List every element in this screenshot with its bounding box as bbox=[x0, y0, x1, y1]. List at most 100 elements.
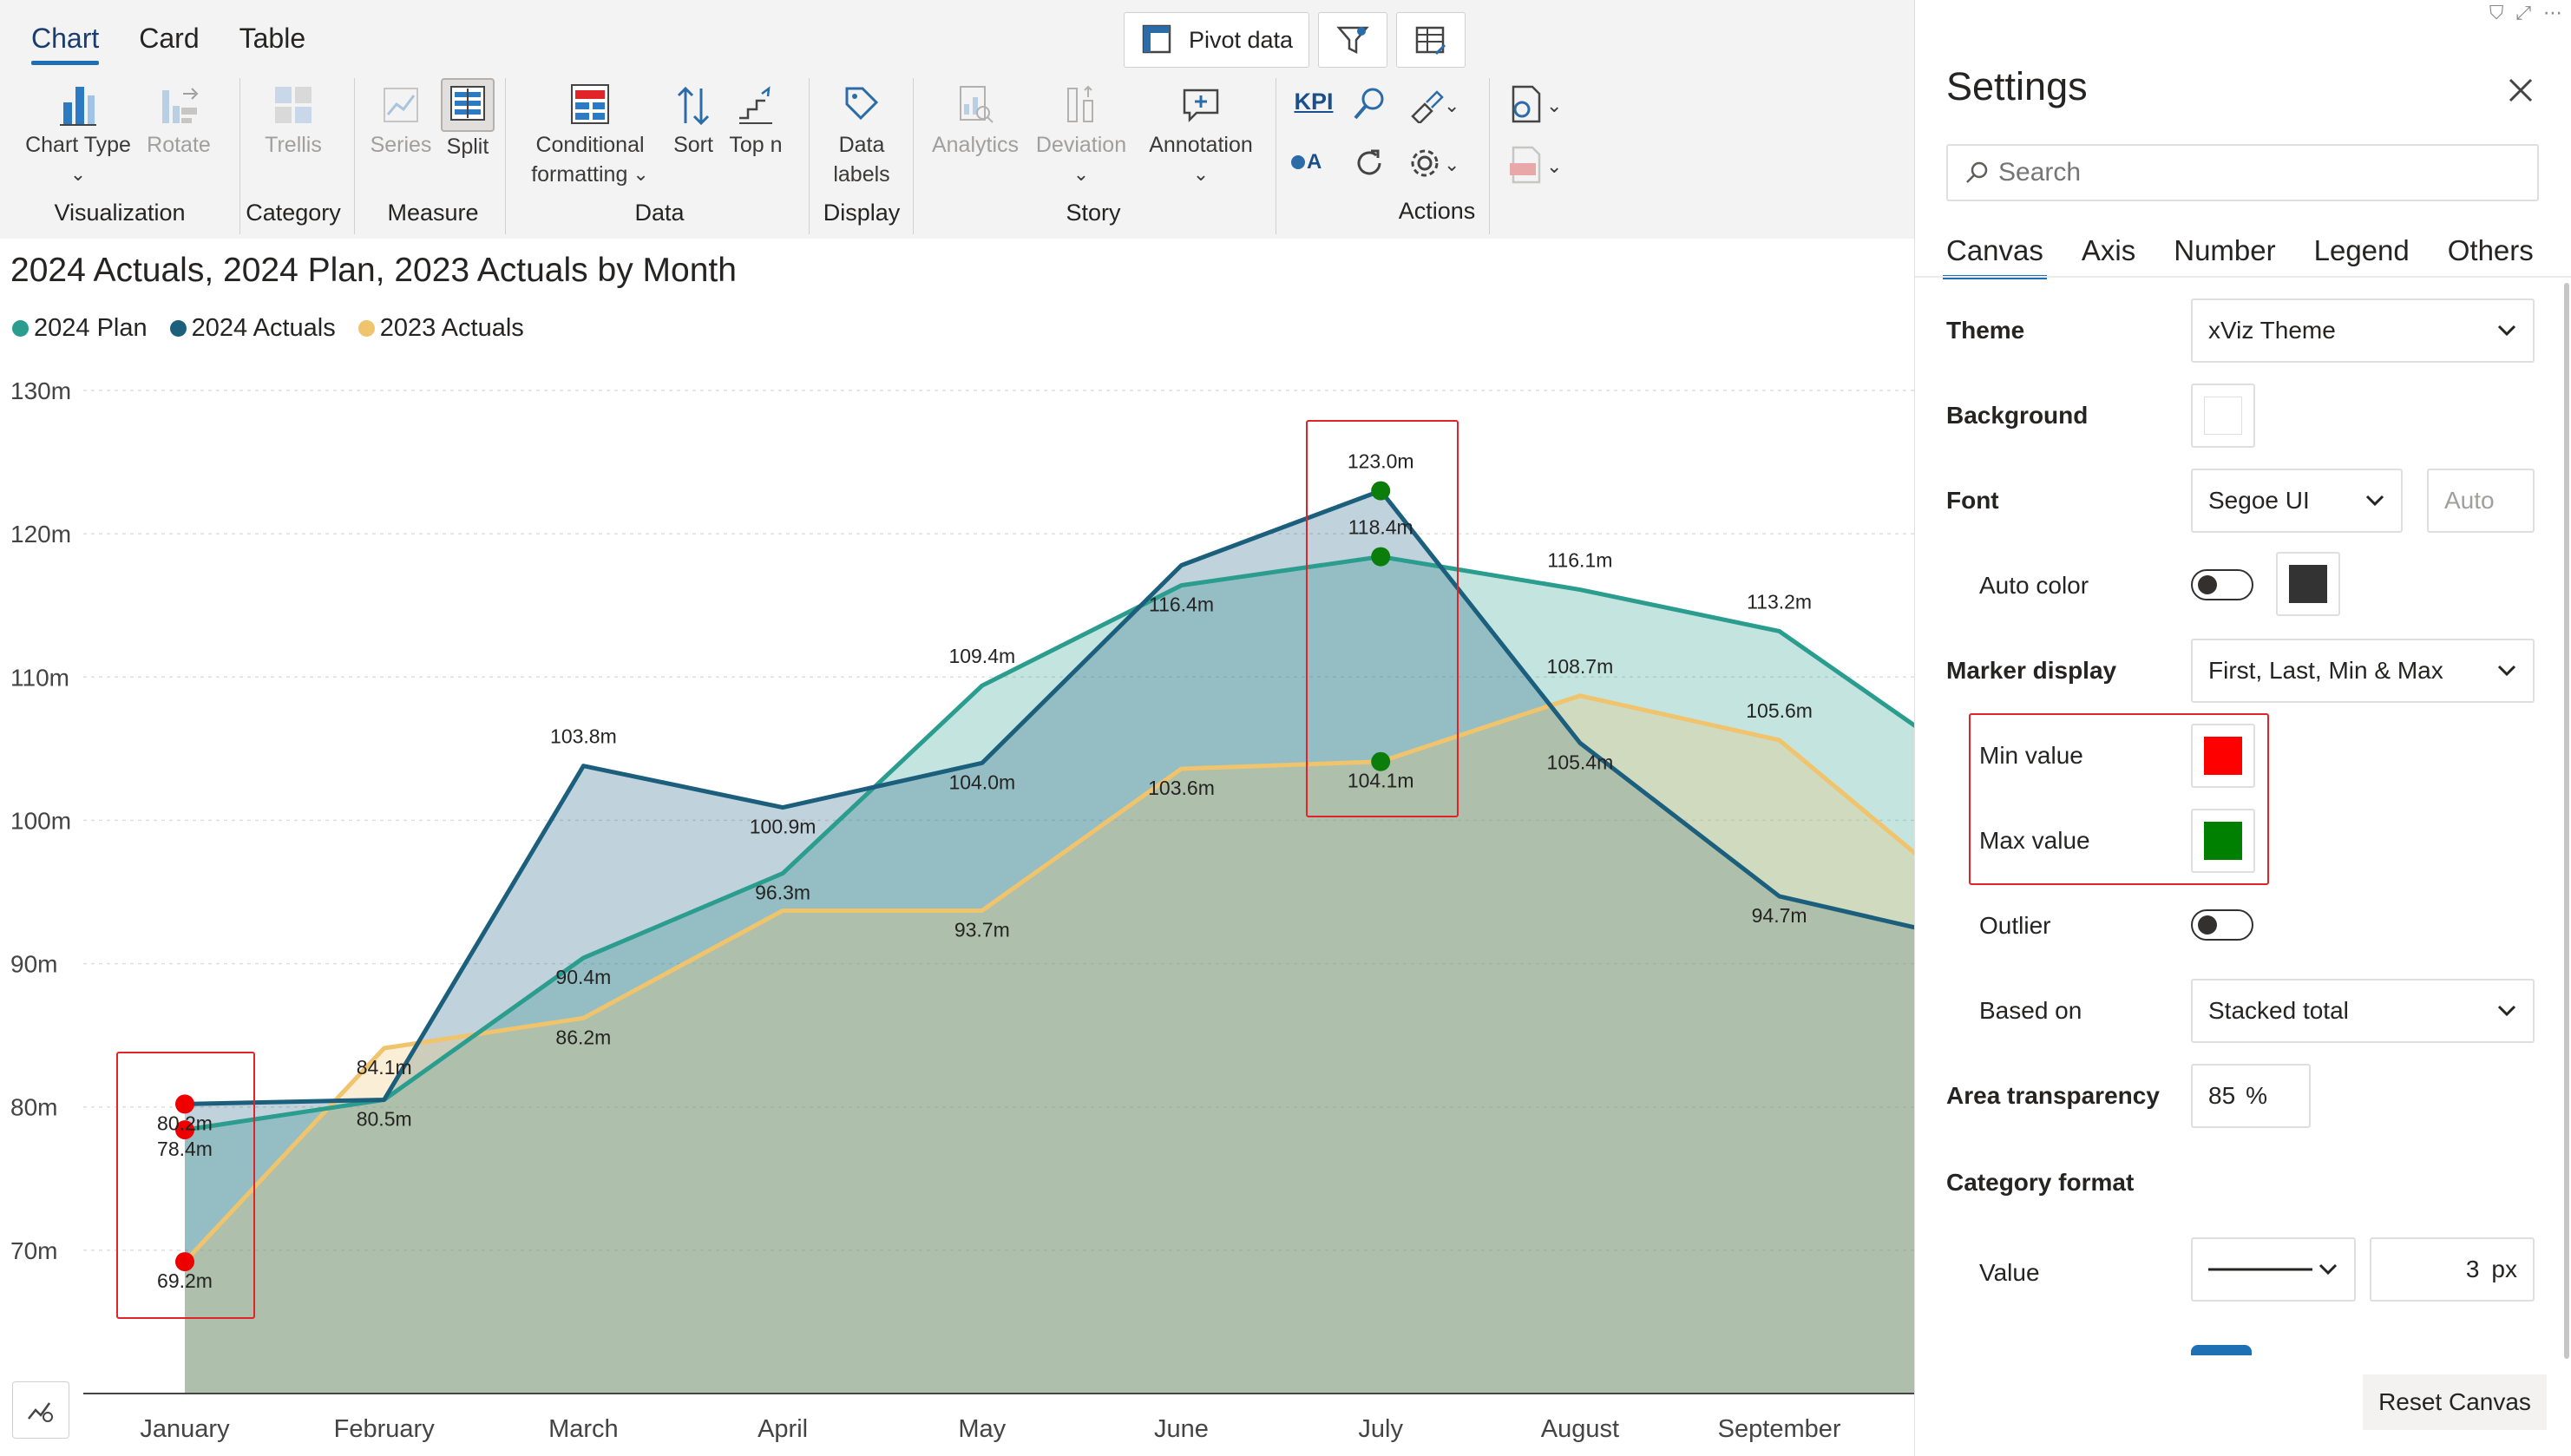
annotation-button[interactable]: Annotation ⌄ bbox=[1140, 83, 1262, 189]
chart-options-icon[interactable] bbox=[12, 1381, 69, 1439]
tab-legend[interactable]: Legend bbox=[2313, 234, 2410, 266]
divider bbox=[505, 78, 506, 234]
oa-label: A bbox=[1307, 150, 1322, 174]
pivot-data-label: Pivot data bbox=[1189, 26, 1294, 53]
analytics-button[interactable]: Analytics bbox=[928, 83, 1022, 160]
annotation-label: Annotation bbox=[1149, 133, 1253, 157]
group-label-visualization: Visualization bbox=[54, 200, 186, 226]
focus-mode-icon[interactable]: ⤢ bbox=[2515, 2, 2531, 23]
divider bbox=[1915, 276, 2571, 278]
filter-button[interactable] bbox=[1318, 12, 1388, 68]
reset-canvas-button[interactable]: Reset Canvas bbox=[2363, 1374, 2547, 1430]
split-button[interactable]: Split bbox=[439, 78, 496, 161]
tab-chart[interactable]: Chart bbox=[24, 19, 106, 65]
chevron-down-icon: ⌄ bbox=[1192, 163, 1210, 185]
deviation-button[interactable]: Deviation ⌄ bbox=[1033, 83, 1130, 189]
font-label: Font bbox=[1946, 487, 1999, 514]
chart-type-label: Chart Type bbox=[25, 133, 131, 157]
font-family-dropdown[interactable]: Segoe UI bbox=[2191, 469, 2403, 533]
data-label: 109.4m bbox=[948, 645, 1015, 667]
trellis-button[interactable]: Trellis bbox=[259, 83, 328, 160]
min-marker bbox=[175, 1094, 194, 1114]
auto-color-picker[interactable] bbox=[2276, 552, 2340, 616]
top-n-icon bbox=[739, 86, 772, 124]
data-labels-button[interactable]: Data labels bbox=[824, 83, 899, 189]
annotation-icon bbox=[1183, 89, 1219, 123]
search-input[interactable] bbox=[1998, 158, 2519, 187]
tab-number[interactable]: Number bbox=[2174, 234, 2276, 266]
font-value: Segoe UI bbox=[2208, 487, 2310, 514]
tab-canvas[interactable]: Canvas bbox=[1936, 231, 2054, 279]
rotate-label: Rotate bbox=[147, 133, 211, 157]
tab-others[interactable]: Others bbox=[2447, 234, 2534, 266]
chevron-down-icon: ⌄ bbox=[1546, 155, 1563, 177]
conditional-formatting-button[interactable]: Conditional formatting ⌄ bbox=[521, 83, 659, 189]
solid-line-icon bbox=[2208, 1268, 2312, 1271]
sort-button[interactable]: Sort bbox=[666, 83, 720, 160]
marker-display-dropdown[interactable]: First, Last, Min & Max bbox=[2191, 639, 2535, 703]
search-icon[interactable] bbox=[1348, 85, 1390, 127]
auto-color-toggle[interactable] bbox=[2191, 569, 2253, 600]
background-color-picker[interactable] bbox=[2191, 384, 2255, 448]
close-icon[interactable] bbox=[2503, 73, 2538, 108]
min-value-color-picker[interactable] bbox=[2191, 724, 2255, 788]
export-settings-button[interactable]: ⌄ bbox=[1506, 83, 1576, 128]
document-gear-icon bbox=[1512, 85, 1541, 123]
legend-item-prior[interactable]: 2023 Actuals bbox=[357, 314, 524, 343]
more-options-icon[interactable]: ⋯ bbox=[2543, 2, 2562, 23]
export-pdf-button[interactable]: ⌄ bbox=[1506, 144, 1576, 189]
series-area bbox=[185, 490, 1914, 1394]
area-transparency-value: 85 bbox=[2208, 1082, 2236, 1109]
tab-table[interactable]: Table bbox=[239, 23, 306, 54]
based-on-value: Stacked total bbox=[2208, 997, 2349, 1024]
settings-search[interactable] bbox=[1946, 144, 2539, 201]
legend-item-actuals[interactable]: 2024 Actuals bbox=[169, 314, 336, 343]
data-labels-label-1: Data bbox=[838, 133, 885, 157]
data-label: 118.4m bbox=[1348, 516, 1413, 539]
font-size-input[interactable]: Auto bbox=[2427, 469, 2535, 533]
funnel-icon bbox=[1336, 26, 1369, 55]
series-button[interactable]: Series bbox=[368, 83, 434, 160]
top-n-button[interactable]: Top n bbox=[724, 83, 788, 160]
line-width-input[interactable]: 3 px bbox=[2370, 1237, 2535, 1302]
chart-type-button[interactable]: Chart Type ⌄ bbox=[24, 83, 132, 189]
based-on-dropdown[interactable]: Stacked total bbox=[2191, 979, 2535, 1043]
max-value-color-picker[interactable] bbox=[2191, 809, 2255, 873]
x-tick-label: February bbox=[334, 1415, 436, 1443]
theme-dropdown[interactable]: xViz Theme bbox=[2191, 298, 2535, 363]
data-label: 78.4m bbox=[157, 1138, 213, 1160]
brush-button[interactable]: ⌄ bbox=[1406, 85, 1466, 127]
scrollbar[interactable] bbox=[2564, 283, 2569, 1359]
tab-axis[interactable]: Axis bbox=[2081, 234, 2136, 266]
area-transparency-input[interactable]: 85 % bbox=[2191, 1064, 2311, 1128]
data-label: 104.1m bbox=[1348, 770, 1414, 792]
divider bbox=[1489, 78, 1490, 234]
kpi-button[interactable]: KPI bbox=[1293, 87, 1335, 116]
deviation-icon bbox=[1067, 85, 1093, 122]
outlier-toggle[interactable] bbox=[2191, 909, 2253, 941]
paint-brush-icon bbox=[1411, 90, 1444, 123]
chevron-down-icon: ⌄ bbox=[1072, 163, 1090, 185]
partially-visible-toggle[interactable] bbox=[2191, 1345, 2252, 1355]
y-tick-label: 80m bbox=[10, 1094, 57, 1121]
chart-legend: 2024 Plan 2024 Actuals 2023 Actuals bbox=[12, 314, 524, 343]
outlier-label: Outlier bbox=[1979, 912, 2051, 939]
legend-item-plan[interactable]: 2024 Plan bbox=[12, 314, 148, 343]
rotate-icon bbox=[162, 88, 199, 123]
series-area bbox=[185, 556, 1914, 1394]
refresh-icon[interactable] bbox=[1348, 144, 1390, 186]
data-label: 90.4m bbox=[555, 966, 611, 988]
chevron-down-icon: ⌄ bbox=[1546, 95, 1563, 116]
marker-display-label: Marker display bbox=[1946, 657, 2117, 684]
table-view-button[interactable] bbox=[1396, 12, 1466, 68]
settings-button[interactable]: ⌄ bbox=[1406, 144, 1466, 186]
legend-label: 2024 Plan bbox=[34, 314, 148, 342]
filter-icon[interactable]: ⛉ bbox=[2489, 2, 2504, 23]
toggle-labels-button[interactable]: A bbox=[1291, 148, 1340, 177]
data-label: 113.2m bbox=[1747, 590, 1812, 613]
rotate-button[interactable]: Rotate bbox=[144, 83, 213, 160]
pivot-data-button[interactable]: Pivot data bbox=[1124, 12, 1310, 68]
tab-card[interactable]: Card bbox=[139, 23, 200, 54]
line-style-dropdown[interactable] bbox=[2191, 1237, 2356, 1302]
ribbon: Chart Card Table Chart Type ⌄ Rotate Tre… bbox=[0, 0, 1914, 239]
